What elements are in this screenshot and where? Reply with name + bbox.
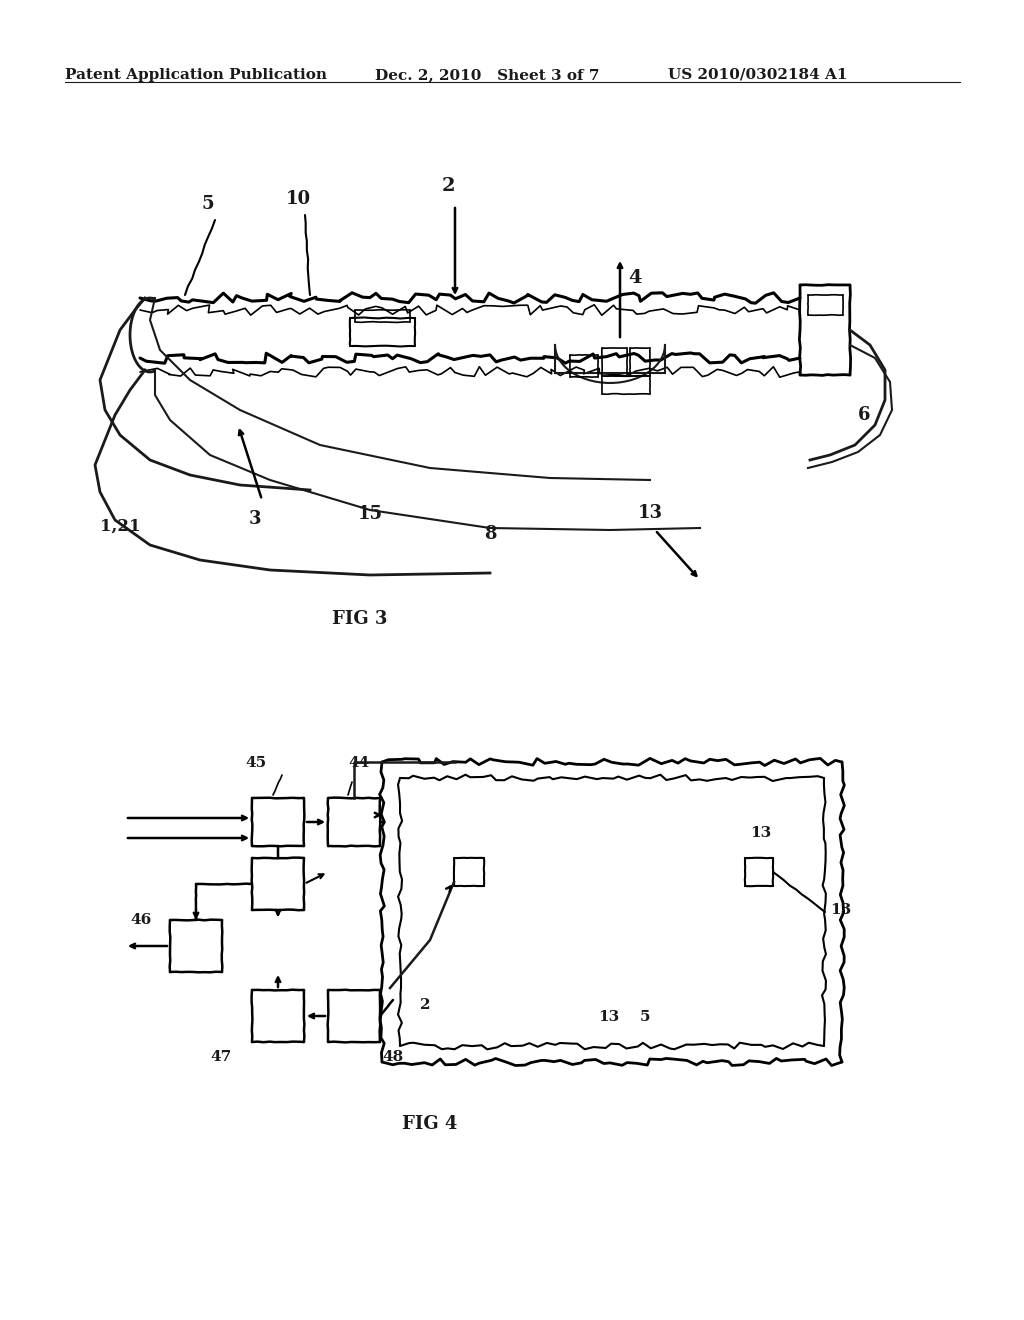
Text: 15: 15 — [357, 506, 383, 523]
Text: FIG 3: FIG 3 — [333, 610, 388, 628]
Text: 13: 13 — [830, 903, 851, 917]
Text: 47: 47 — [211, 1049, 232, 1064]
Text: 2: 2 — [441, 177, 455, 195]
Text: 3: 3 — [249, 510, 261, 528]
Text: 8: 8 — [483, 525, 497, 543]
Text: US 2010/0302184 A1: US 2010/0302184 A1 — [668, 69, 848, 82]
Text: 46: 46 — [131, 913, 152, 927]
Text: 13: 13 — [598, 1010, 620, 1024]
Text: 44: 44 — [348, 756, 370, 770]
Text: 5: 5 — [640, 1010, 650, 1024]
Text: 48: 48 — [382, 1049, 403, 1064]
Text: 5: 5 — [202, 195, 214, 213]
Text: 45: 45 — [245, 756, 266, 770]
Text: 4: 4 — [628, 269, 641, 286]
Text: Patent Application Publication: Patent Application Publication — [65, 69, 327, 82]
Text: 6: 6 — [858, 407, 870, 424]
Text: 1,21: 1,21 — [100, 517, 140, 535]
Text: 10: 10 — [286, 190, 310, 209]
Text: 13: 13 — [638, 504, 663, 521]
Text: Dec. 2, 2010   Sheet 3 of 7: Dec. 2, 2010 Sheet 3 of 7 — [375, 69, 599, 82]
Text: 13: 13 — [750, 826, 771, 840]
Text: 2: 2 — [420, 998, 430, 1012]
Text: FIG 4: FIG 4 — [402, 1115, 458, 1133]
